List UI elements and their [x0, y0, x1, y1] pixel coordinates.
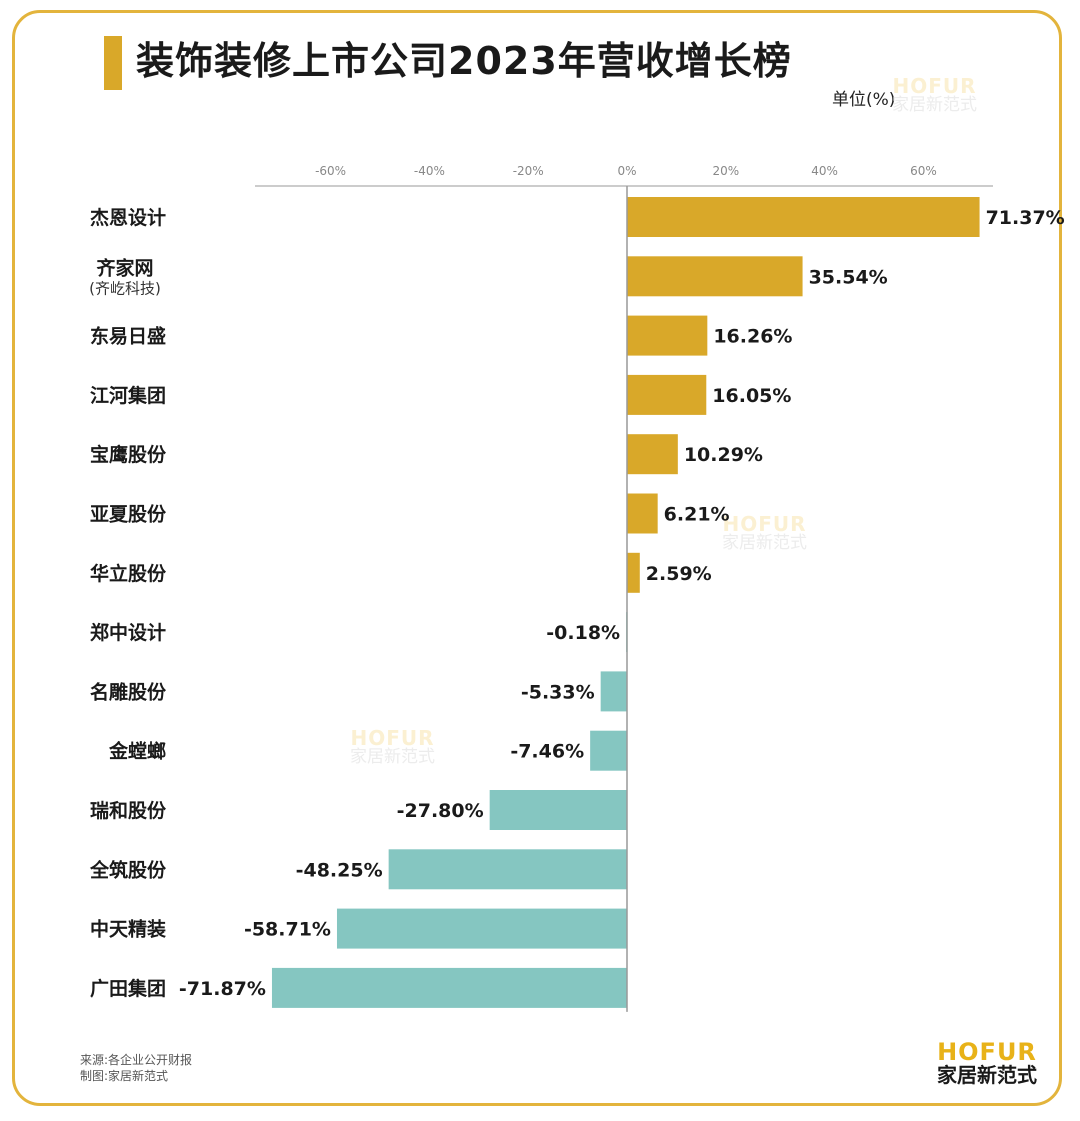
x-tick-label: 0% [617, 164, 636, 178]
watermark-cn: 家居新范式 [350, 747, 435, 767]
category-label: 宝鹰股份 [90, 443, 167, 466]
chart-title: 装饰装修上市公司2023年营收增长榜 [136, 39, 792, 83]
category-label: 江河集团 [90, 384, 166, 407]
bar [271, 967, 627, 1008]
watermark-en: HOFUR [350, 726, 435, 750]
value-label: 16.05% [712, 385, 791, 407]
value-label: -58.71% [244, 919, 331, 941]
watermark-en: HOFUR [722, 512, 807, 536]
watermark: HOFUR 家居新范式 [350, 728, 435, 767]
x-tick-label: 60% [910, 164, 937, 178]
category-label: 瑞和股份 [90, 799, 167, 822]
x-tick-label: 20% [712, 164, 739, 178]
value-label: 16.26% [713, 326, 792, 348]
credit-note: 制图:家居新范式 [80, 1069, 169, 1083]
source-note: 来源:各企业公开财报 [80, 1053, 193, 1067]
brand-logo: HOFUR 家居新范式 [928, 1038, 1046, 1088]
title-accent-bar [104, 36, 122, 90]
bar [590, 730, 627, 771]
category-label: 华立股份 [90, 562, 167, 585]
value-label: 2.59% [646, 563, 712, 585]
bar [627, 493, 658, 534]
category-label: 全筑股份 [89, 858, 167, 881]
value-label: 71.37% [986, 207, 1065, 229]
bar [627, 374, 707, 415]
card-frame [12, 10, 1062, 1106]
watermark-cn: 家居新范式 [722, 533, 807, 553]
value-label: -48.25% [296, 859, 383, 881]
x-tick-label: -40% [414, 164, 445, 178]
x-tick-label: -60% [315, 164, 346, 178]
category-label: 广田集团 [90, 977, 166, 1000]
value-label: -27.80% [397, 800, 484, 822]
category-label: 亚夏股份 [90, 503, 167, 526]
bar [627, 256, 803, 297]
bar [627, 315, 708, 356]
bar [600, 671, 627, 712]
category-label: 郑中设计 [90, 621, 166, 644]
watermark: HOFUR 家居新范式 [722, 514, 807, 553]
x-tick-label: 40% [811, 164, 838, 178]
value-label: 6.21% [664, 504, 730, 526]
logo-cn: 家居新范式 [937, 1063, 1037, 1088]
x-tick-label: -20% [513, 164, 544, 178]
bar [489, 790, 627, 830]
watermark-en: HOFUR [892, 74, 977, 98]
bar [388, 849, 627, 890]
value-label: 10.29% [684, 444, 763, 466]
value-label: -71.87% [179, 978, 266, 1000]
value-label: -5.33% [521, 681, 595, 703]
bar [627, 552, 640, 593]
unit-label: 单位(%) [832, 90, 896, 110]
category-label: 东易日盛 [90, 325, 166, 348]
category-label: 中天精装 [90, 918, 166, 941]
watermark: HOFUR 家居新范式 [892, 76, 977, 115]
category-label: 名雕股份 [90, 680, 167, 703]
category-label: 金螳螂 [108, 740, 166, 763]
watermark-cn: 家居新范式 [892, 95, 977, 115]
bar [627, 434, 678, 475]
bar [627, 197, 980, 237]
category-label: 齐家网 [96, 256, 153, 279]
category-label: 杰恩设计 [90, 207, 166, 229]
value-label: -7.46% [510, 741, 584, 763]
bar [336, 908, 627, 949]
logo-en: HOFUR [937, 1038, 1037, 1066]
category-sublabel: (齐屹科技) [89, 279, 161, 297]
value-label: 35.54% [809, 266, 888, 288]
value-label: -0.18% [546, 622, 620, 644]
footer-notes: 来源:各企业公开财报 制图:家居新范式 [80, 1052, 192, 1084]
